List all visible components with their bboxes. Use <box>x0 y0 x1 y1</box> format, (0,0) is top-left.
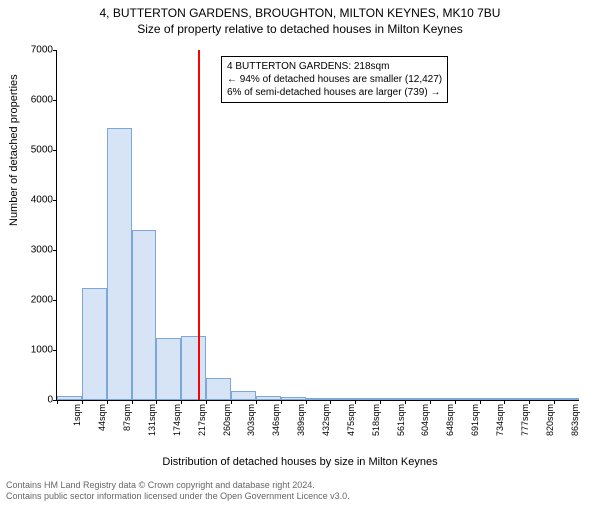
histogram-bar <box>306 398 331 401</box>
x-tick-mark <box>405 400 406 404</box>
footer: Contains HM Land Registry data © Crown c… <box>6 480 350 502</box>
title-main: 4, BUTTERTON GARDENS, BROUGHTON, MILTON … <box>0 6 600 20</box>
x-tick-mark <box>330 400 331 404</box>
x-tick-mark <box>156 400 157 404</box>
x-tick-mark <box>231 400 232 404</box>
title-sub: Size of property relative to detached ho… <box>0 22 600 36</box>
x-tick-mark <box>430 400 431 404</box>
reference-line <box>198 50 200 400</box>
x-tick-mark <box>57 400 58 404</box>
y-tick-mark <box>53 200 57 201</box>
chart-area: 010002000300040005000600070001sqm44sqm87… <box>56 50 578 400</box>
footer-line2: Contains public sector information licen… <box>6 491 350 502</box>
x-tick-mark <box>132 400 133 404</box>
histogram-bar <box>156 338 181 401</box>
x-tick-label: 346sqm <box>271 404 281 436</box>
histogram-bar <box>82 288 107 401</box>
x-tick-mark <box>480 400 481 404</box>
x-tick-label: 734sqm <box>495 404 505 436</box>
x-tick-label: 303sqm <box>246 404 256 436</box>
x-tick-mark <box>206 400 207 404</box>
y-tick-mark <box>53 50 57 51</box>
y-tick-mark <box>53 100 57 101</box>
histogram-bar <box>57 396 82 400</box>
x-tick-label: 174sqm <box>172 404 182 436</box>
x-tick-mark <box>107 400 108 404</box>
y-tick-mark <box>53 150 57 151</box>
x-tick-mark <box>281 400 282 404</box>
x-tick-label: 131sqm <box>147 404 157 436</box>
x-tick-label: 217sqm <box>197 404 207 436</box>
histogram-bar <box>181 336 206 400</box>
histogram-bar <box>330 398 355 400</box>
histogram-bar <box>132 230 157 400</box>
x-tick-label: 1sqm <box>72 404 82 426</box>
histogram-bar <box>107 128 132 401</box>
x-tick-label: 260sqm <box>222 404 232 436</box>
annotation-line3: 6% of semi-detached houses are larger (7… <box>227 86 442 99</box>
x-tick-label: 561sqm <box>396 404 406 436</box>
x-tick-label: 518sqm <box>371 404 381 436</box>
x-tick-mark <box>380 400 381 404</box>
x-tick-mark <box>455 400 456 404</box>
histogram-bar <box>504 398 529 400</box>
x-tick-label: 44sqm <box>97 404 107 431</box>
x-tick-mark <box>529 400 530 404</box>
y-axis-label: Number of detached properties <box>8 74 20 226</box>
histogram-bar <box>355 398 380 400</box>
y-tick-mark <box>53 300 57 301</box>
chart-container: 4, BUTTERTON GARDENS, BROUGHTON, MILTON … <box>0 6 600 506</box>
footer-line1: Contains HM Land Registry data © Crown c… <box>6 480 350 491</box>
x-tick-mark <box>355 400 356 404</box>
histogram-bar <box>554 398 579 400</box>
x-tick-mark <box>256 400 257 404</box>
histogram-bar <box>281 397 306 400</box>
x-axis-label: Distribution of detached houses by size … <box>0 456 600 468</box>
annotation-box: 4 BUTTERTON GARDENS: 218sqm ← 94% of det… <box>221 56 448 103</box>
y-tick-mark <box>53 350 57 351</box>
histogram-bar <box>480 398 505 400</box>
x-tick-label: 432sqm <box>321 404 331 436</box>
histogram-bar <box>206 378 231 401</box>
histogram-bar <box>529 398 554 400</box>
x-tick-label: 648sqm <box>445 404 455 436</box>
x-tick-label: 475sqm <box>346 404 356 436</box>
x-tick-mark <box>554 400 555 404</box>
annotation-line1: 4 BUTTERTON GARDENS: 218sqm <box>227 60 442 73</box>
annotation-line2: ← 94% of detached houses are smaller (12… <box>227 73 442 86</box>
x-tick-label: 604sqm <box>420 404 430 436</box>
histogram-bar <box>380 398 405 400</box>
x-tick-label: 777sqm <box>520 404 530 436</box>
x-tick-mark <box>181 400 182 404</box>
x-tick-mark <box>306 400 307 404</box>
y-tick-mark <box>53 250 57 251</box>
x-tick-label: 87sqm <box>122 404 132 431</box>
x-tick-label: 863sqm <box>570 404 580 436</box>
histogram-bar <box>455 398 480 400</box>
histogram-bar <box>231 391 256 400</box>
histogram-bar <box>430 398 455 400</box>
x-tick-mark <box>504 400 505 404</box>
histogram-bar <box>405 398 430 400</box>
x-tick-label: 389sqm <box>296 404 306 436</box>
x-tick-mark <box>82 400 83 404</box>
x-tick-label: 691sqm <box>470 404 480 436</box>
x-tick-label: 820sqm <box>545 404 555 436</box>
histogram-bar <box>256 396 281 401</box>
